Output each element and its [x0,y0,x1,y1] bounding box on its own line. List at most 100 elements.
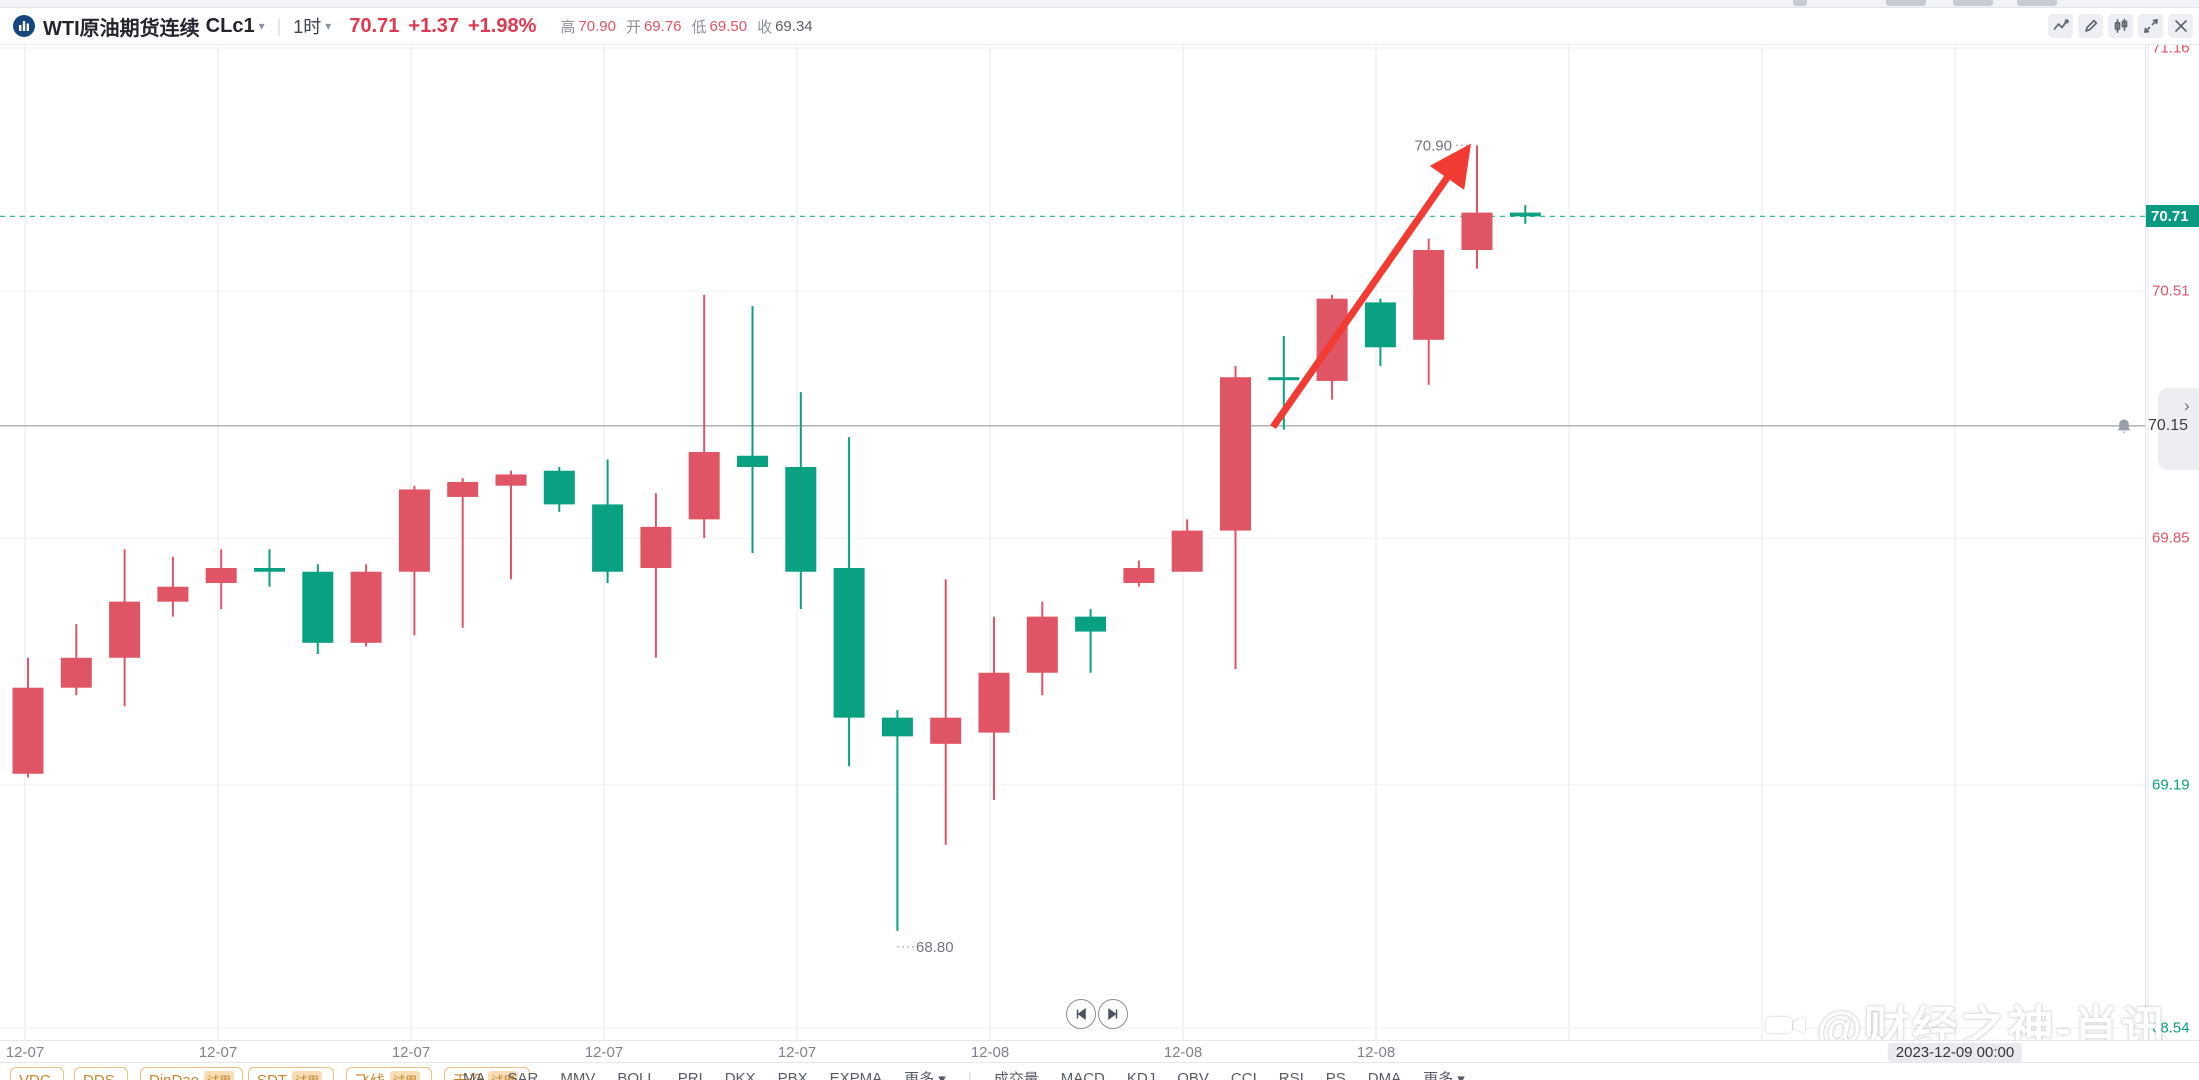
candle-body [785,466,817,572]
tool-pill-label: 飞线 [355,1070,385,1080]
time-axis-label: 12-07 [391,1044,431,1061]
cutoff-icon [1953,0,1993,6]
candle-body [1509,212,1541,217]
candle-body [398,489,430,572]
skip-to-end-button[interactable] [1098,999,1128,1029]
fullscreen-collapse-button[interactable] [2138,14,2163,38]
candle-body [1268,377,1300,381]
ohlc-value: 69.34 [775,17,813,35]
candlestick-style-button[interactable] [2108,14,2133,38]
skip-to-start-button[interactable] [1066,999,1096,1029]
candle-body [350,571,382,643]
tool-pill-飞线[interactable]: 飞线试用 [346,1067,432,1080]
indicator-item-DKX[interactable]: DKX [724,1070,756,1080]
tool-pill-VDC[interactable]: VDC [10,1067,64,1080]
tool-pill-label: 无设 [453,1070,483,1080]
indicator-item-更多[interactable]: 更多 ▾ [904,1071,946,1080]
candle-body [543,470,575,505]
candle-body [640,526,672,568]
top-cutoff-strip [0,0,2199,8]
ohlc-label: 开 [625,18,641,36]
last-price-badge: 70.71 [2146,205,2199,228]
indicator-bar: MA SAR MMV BOLL PRI DKX PBX EXPMA 更多 ▾ | 成交量 MACD KD… [463,1068,1487,1080]
price-axis-label: 69.85 [2152,529,2190,547]
indicator-item-更多[interactable]: 更多 ▾ [1423,1071,1465,1080]
ohlc-label: 收 [757,18,773,36]
tool-pill-label: SDT [257,1071,287,1080]
indicator-item-PRI[interactable]: PRI [677,1070,703,1080]
price-axis-label: 69.19 [2152,776,2190,794]
candle-body [881,717,913,737]
instrument-title[interactable]: WTI原油期货连续 [43,17,200,40]
indicator-item-RSI[interactable]: RSI [1278,1070,1304,1080]
candle-body [302,571,334,643]
bottom-toolbar: VDC DDS DinDao 试用 SDT试用飞线试用无设试用 MA SAR MMV BOLL… [0,1062,2199,1080]
candle-body [1123,567,1155,583]
trial-badge: 试用 [204,1070,235,1080]
candle-body [1075,616,1107,632]
candle-body [737,455,768,467]
interval-dropdown-caret-icon[interactable]: ▾ [325,19,332,33]
indicator-item-PS[interactable]: PS [1325,1070,1346,1080]
tool-pill-label: DinDao [149,1071,200,1080]
candle-body [688,452,720,520]
indicator-item-DMA[interactable]: DMA [1367,1070,1402,1080]
price-alert-bell-icon[interactable] [2114,417,2134,442]
close-button[interactable] [2168,14,2193,38]
draw-pencil-button[interactable] [2078,14,2103,38]
candle-body [1461,212,1493,251]
trend-arrow-annotation [1270,143,1472,430]
candle-body [12,687,44,774]
instrument-symbol[interactable]: CLc1 [205,14,255,37]
ohlc-label: 高 [560,18,576,36]
candle-body [109,601,141,658]
indicator-item-CCI[interactable]: CCI [1230,1070,1257,1080]
indicator-item-KDJ[interactable]: KDJ [1126,1070,1156,1080]
candle-body [60,657,92,688]
candle-body [1220,377,1251,531]
indicator-item-MACD[interactable]: MACD [1060,1070,1105,1080]
header-divider: | [276,15,282,36]
price-axis-separator [2145,44,2146,1062]
time-axis-label: 12-07 [777,1044,817,1061]
hovered-date-tag: 2023-12-09 00:00 [1887,1043,2023,1062]
candle-body [205,567,237,583]
ohlc-summary: 高 70.90 开 69.76 低 69.50 收 69.34 [550,16,812,37]
tool-pill-DDS[interactable]: DDS [74,1067,128,1080]
tool-pill-无设[interactable]: 无设试用 [444,1067,530,1080]
symbol-dropdown-caret-icon[interactable]: ▾ [258,19,265,33]
time-axis-label: 12-07 [198,1044,238,1061]
cutoff-icon [2017,0,2057,6]
line-chart-style-button[interactable] [2048,14,2073,38]
indicator-item-成交量[interactable]: 成交量 [993,1071,1039,1080]
tool-pill-label: VDC [19,1071,51,1080]
price-change-percent-text: +1.98% [468,14,537,37]
indicator-item-OBV[interactable]: OBV [1177,1070,1209,1080]
time-axis-label: 12-08 [1163,1044,1203,1061]
price-axis-label: 68.54 [2152,1019,2190,1037]
candle-body [1171,530,1203,572]
tool-pill-DinDao[interactable]: DinDao 试用 [140,1067,244,1080]
time-axis[interactable]: 12-07 12-07 12-07 12-07 12-07 12-08 12-08 12-08… [0,1040,2199,1063]
indicator-item-SAR[interactable]: SAR [507,1070,539,1080]
indicator-item-MMV[interactable]: MMV [560,1070,596,1080]
indicator-item-PBX[interactable]: PBX [777,1070,808,1080]
tool-pill-label: DDS [83,1071,115,1080]
chevron-right-icon[interactable]: › [2184,396,2190,415]
price-axis-label: 70.51 [2152,282,2190,300]
candle-body [833,567,865,718]
high-annotation: 70.90 [1414,137,1452,154]
axis-panel-tab[interactable] [2158,388,2199,470]
interval-selector[interactable]: 1时 [293,17,322,37]
indicator-item-EXPMA[interactable]: EXPMA [829,1070,883,1080]
low-annotation: 68.80 [916,939,954,956]
ohlc-label: 低 [691,18,707,36]
indicator-item-BOLL[interactable]: BOLL [617,1070,656,1080]
price-change-text: +1.37 [408,14,459,37]
indicator-item-MA[interactable]: MA [463,1070,486,1080]
candle-body [930,717,962,744]
candle-body [1413,250,1445,340]
chart-header: WTI原油期货连续 CLc1 ▾ | 1时 ▾ 70.71 +1.37 +1.9… [0,8,2199,45]
tool-pill-SDT[interactable]: SDT 试用 [248,1067,334,1080]
